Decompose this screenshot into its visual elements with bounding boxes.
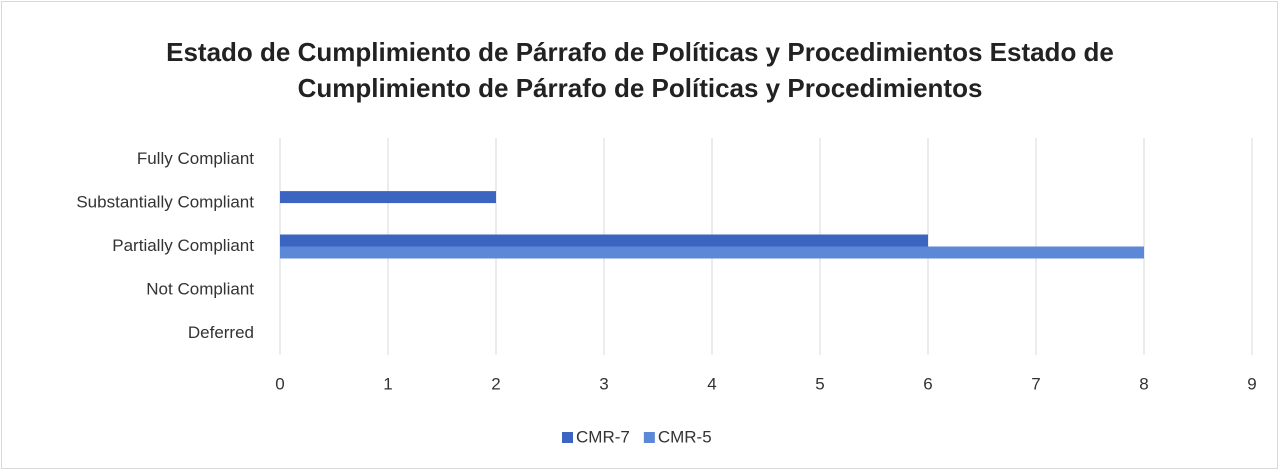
y-tick-label: Fully Compliant xyxy=(137,149,254,168)
x-tick-label: 9 xyxy=(1247,374,1256,393)
x-tick-label: 4 xyxy=(707,374,716,393)
x-tick-label: 6 xyxy=(923,374,932,393)
y-tick-label: Not Compliant xyxy=(146,279,254,298)
y-tick-label: Deferred xyxy=(188,323,254,342)
legend-swatch xyxy=(562,432,573,443)
x-tick-label: 7 xyxy=(1031,374,1040,393)
x-tick-label: 5 xyxy=(815,374,824,393)
y-tick-label: Substantially Compliant xyxy=(76,193,254,212)
bar xyxy=(280,246,1144,259)
x-tick-label: 1 xyxy=(383,374,392,393)
bar xyxy=(280,234,928,247)
x-tick-label: 2 xyxy=(491,374,500,393)
legend-swatch xyxy=(643,432,655,443)
legend-label: CMR-7 xyxy=(576,427,630,446)
y-tick-label: Partially Compliant xyxy=(112,236,254,255)
bar xyxy=(280,191,496,204)
x-tick-label: 3 xyxy=(599,374,608,393)
legend-label: CMR-5 xyxy=(658,427,712,446)
chart-title: Estado de Cumplimiento de Párrafo de Pol… xyxy=(166,37,1114,103)
x-tick-label: 0 xyxy=(275,374,284,393)
x-tick-label: 8 xyxy=(1139,374,1148,393)
